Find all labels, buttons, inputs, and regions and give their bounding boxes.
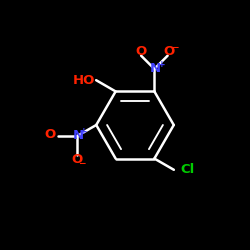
Text: O: O [136, 45, 147, 58]
Text: −: − [171, 43, 178, 52]
Text: N: N [72, 129, 84, 142]
Text: N: N [150, 62, 161, 76]
Text: O: O [44, 128, 56, 141]
Text: Cl: Cl [180, 163, 194, 176]
Text: O: O [71, 153, 83, 166]
Text: −: − [78, 158, 86, 168]
Text: O: O [163, 45, 174, 58]
Text: +: + [80, 127, 88, 136]
Text: +: + [158, 60, 165, 69]
Text: HO: HO [72, 74, 95, 87]
